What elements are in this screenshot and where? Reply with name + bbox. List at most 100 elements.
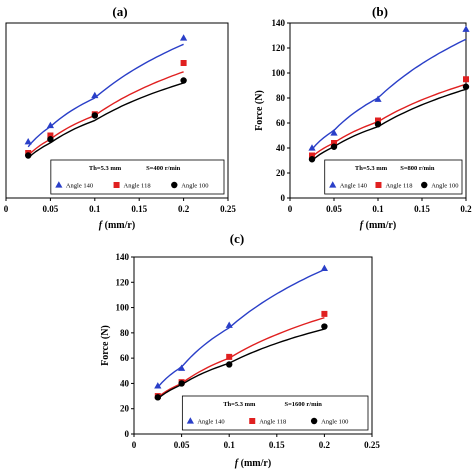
y-tick-label: 120 [272, 43, 286, 53]
data-point [309, 152, 315, 159]
legend-marker [186, 417, 194, 424]
fit-line [27, 71, 184, 157]
data-point [225, 321, 233, 328]
y-tick-label: 40 [276, 143, 286, 153]
y-tick-label: 80 [276, 93, 286, 103]
data-point [154, 382, 162, 389]
plot-frame [133, 256, 373, 435]
y-tick-label: 20 [120, 404, 130, 414]
panel-label: (b) [372, 4, 388, 19]
panel-c-chart: (c) 0 0.05 0.1 0.15 0.2 0.25 0 20 40 60 80 100 120 140… [100, 231, 380, 469]
fit-line [27, 43, 184, 148]
legend-marker [375, 182, 382, 188]
legend-entry-label: Angle 100 [321, 419, 348, 426]
legend-marker [329, 181, 337, 188]
y-tick-label: 0 [281, 193, 286, 203]
plot-frame [5, 22, 229, 199]
y-tick-label: 80 [120, 328, 130, 338]
data-point [46, 121, 54, 129]
panel-a-chart: (a) 0 0.05 0.1 0.15 0.2 0.25 f (mm/r) Th=5.3 mm S… [4, 4, 237, 231]
legend-entry-label: Angle 140 [66, 183, 93, 190]
data-point [180, 77, 187, 84]
x-tick-label: 0.1 [372, 204, 384, 214]
data-point [308, 144, 316, 151]
y-tick-label: 100 [272, 68, 286, 78]
y-tick-label: 140 [116, 252, 130, 262]
legend-entry-label: Angle 100 [181, 183, 208, 190]
fit-line [311, 83, 467, 158]
panel-label: (c) [230, 231, 244, 246]
legend-header-left: Th=5.3 mm [355, 165, 388, 172]
fit-line [311, 38, 467, 150]
fit-line [157, 317, 325, 398]
y-tick-label: 40 [120, 378, 130, 388]
data-point [180, 60, 187, 66]
x-tick-label: 0.05 [43, 204, 59, 214]
data-point [180, 34, 188, 41]
data-point [374, 95, 382, 102]
legend-header-right: S=800 r/min [400, 165, 435, 172]
x-tick-label: 0.15 [131, 204, 147, 214]
legend-marker [421, 181, 428, 189]
data-point [91, 91, 99, 99]
x-tick-label: 0.25 [364, 440, 380, 450]
data-point [226, 353, 233, 360]
x-axis-title-unit: (mm/r) [363, 220, 396, 231]
data-point [226, 361, 233, 368]
x-tick-label: 0 [4, 204, 9, 214]
panel-label: (a) [112, 4, 127, 19]
y-tick-label: 100 [116, 303, 130, 313]
legend-marker [171, 181, 178, 189]
x-tick-label: 0.1 [224, 440, 236, 450]
y-axis-title: Force (N) [100, 325, 111, 366]
legend-box [50, 159, 225, 195]
x-axis-title-unit: (mm/r) [102, 220, 135, 231]
fit-line [27, 82, 184, 159]
y-tick-label: 120 [116, 277, 130, 287]
data-point [330, 129, 338, 136]
data-point [178, 380, 185, 387]
data-point [462, 83, 470, 90]
data-point [331, 140, 337, 146]
legend-entry-label: Angle 100 [431, 183, 458, 190]
legend-marker [310, 417, 318, 425]
data-point [462, 25, 470, 32]
x-tick-label: 0.15 [269, 440, 285, 450]
x-axis-title: f (mm/r) [360, 220, 396, 231]
legend-entry-label: Angle 118 [124, 183, 151, 190]
panel-b-chart: (b) 0 0.05 0.1 0.15 0.2 0 20 40 60 80 100 120 140 f (m… [254, 4, 472, 231]
data-point [25, 152, 32, 159]
data-point [308, 156, 316, 163]
x-tick-label: 0 [132, 440, 137, 450]
y-tick-label: 0 [125, 429, 130, 439]
data-point [375, 117, 381, 124]
legend-header-left: Th=5.3 mm [89, 165, 122, 172]
legend-marker [113, 182, 120, 188]
y-tick-label: 60 [120, 353, 130, 363]
data-point [91, 112, 99, 119]
legend-box [324, 159, 463, 195]
x-tick-label: 0.05 [174, 440, 190, 450]
data-point [47, 136, 54, 143]
x-tick-label: 0.2 [460, 204, 472, 214]
fit-line [157, 268, 325, 388]
x-tick-label: 0.05 [326, 204, 342, 214]
x-axis-title-variable: f [235, 458, 240, 469]
x-axis-title: f (mm/r) [235, 458, 271, 469]
y-tick-label: 20 [276, 168, 286, 178]
x-axis-title-variable: f [360, 220, 365, 231]
legend-header-right: S=400 r/min [146, 165, 181, 172]
legend-box [181, 395, 369, 431]
data-point [24, 137, 32, 145]
y-axis-title: Force (N) [254, 90, 265, 131]
fit-line [157, 328, 325, 400]
legend-marker [249, 418, 256, 424]
legend-entry-label: Angle 118 [385, 183, 412, 190]
data-point [154, 394, 161, 401]
legend-marker [55, 181, 63, 188]
x-tick-label: 0.2 [178, 204, 190, 214]
y-tick-label: 140 [272, 18, 286, 28]
x-tick-label: 0 [288, 204, 293, 214]
fit-line [311, 88, 467, 162]
